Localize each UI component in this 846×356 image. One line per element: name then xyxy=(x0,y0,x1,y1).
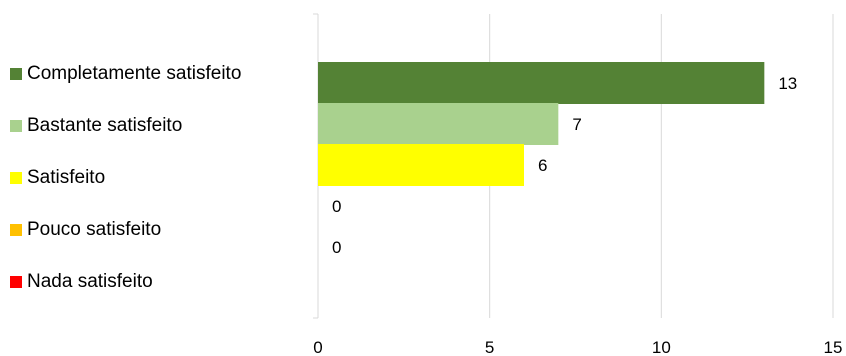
legend: Completamente satisfeito Bastante satisfe… xyxy=(10,0,310,356)
legend-item: Satisfeito xyxy=(10,166,105,190)
legend-swatch xyxy=(10,224,22,236)
data-label: 13 xyxy=(778,74,797,93)
bar xyxy=(318,144,524,186)
legend-label: Bastante satisfeito xyxy=(27,115,183,136)
legend-swatch xyxy=(10,120,22,132)
legend-label: Completamente satisfeito xyxy=(27,63,242,84)
data-label: 7 xyxy=(572,115,581,134)
data-label: 6 xyxy=(538,156,547,175)
legend-item: Pouco satisfeito xyxy=(10,218,161,242)
bar xyxy=(318,103,559,145)
legend-label: Nada satisfeito xyxy=(27,271,153,292)
legend-swatch xyxy=(10,276,22,288)
x-tick-label: 0 xyxy=(313,338,322,356)
x-tick-label: 10 xyxy=(652,338,671,356)
x-tick-label: 5 xyxy=(485,338,494,356)
data-label: 0 xyxy=(332,197,341,216)
x-tick-label: 15 xyxy=(824,338,843,356)
data-label: 0 xyxy=(332,238,341,257)
legend-label: Satisfeito xyxy=(27,167,106,188)
legend-item: Completamente satisfeito xyxy=(10,62,241,86)
bar xyxy=(318,62,765,104)
legend-label: Pouco satisfeito xyxy=(27,219,162,240)
legend-swatch xyxy=(10,172,22,184)
legend-item: Nada satisfeito xyxy=(10,270,153,294)
legend-swatch xyxy=(10,68,22,80)
legend-item: Bastante satisfeito xyxy=(10,114,182,138)
